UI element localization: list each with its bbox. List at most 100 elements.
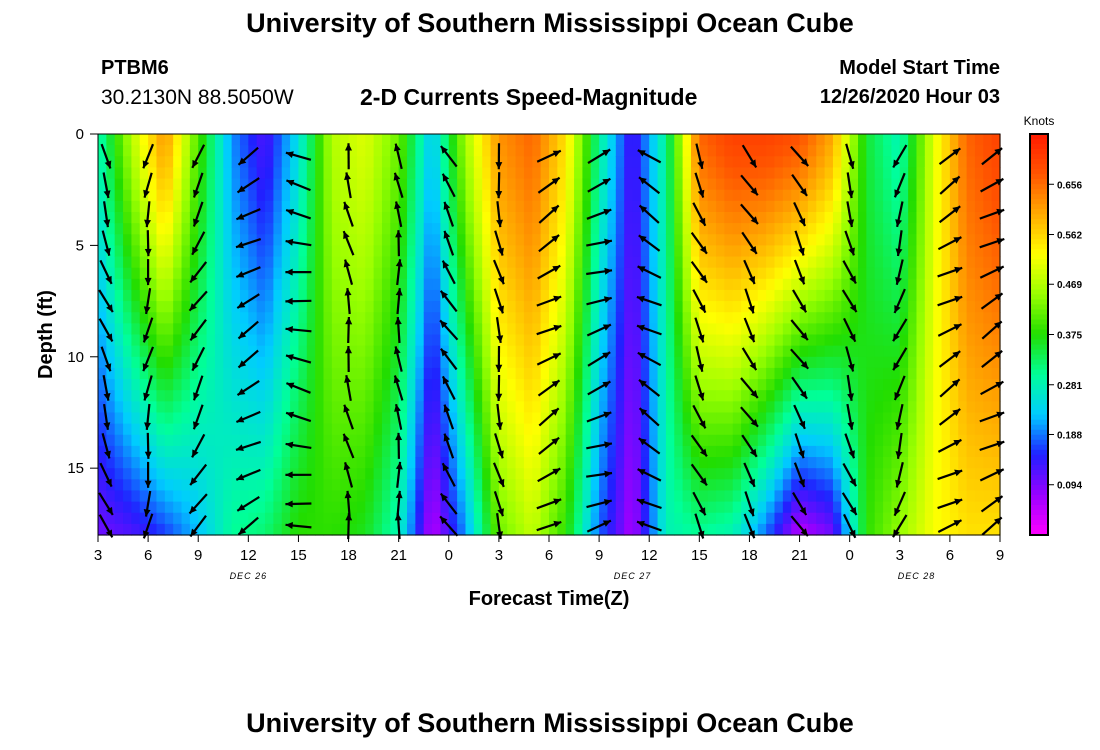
heatmap-cell (198, 479, 208, 492)
heatmap-cell (323, 256, 333, 269)
heatmap-cell (540, 490, 550, 503)
heatmap-cell (766, 278, 776, 291)
heatmap-cell (223, 167, 233, 180)
heatmap-cell (841, 434, 851, 447)
arrow-head (800, 188, 807, 196)
heatmap-cell (365, 401, 375, 414)
arrow-head (285, 471, 293, 479)
heatmap-cell (265, 134, 274, 146)
heatmap-cell (574, 156, 584, 169)
heatmap-cell (214, 468, 224, 480)
arrow-head (747, 305, 755, 314)
heatmap-cell (214, 245, 224, 258)
arrow-head (636, 295, 645, 303)
heatmap-cell (549, 189, 558, 202)
heatmap-cell (523, 479, 533, 492)
heatmap-cell (908, 189, 918, 202)
heatmap-cell (290, 379, 300, 391)
current-arrow (937, 519, 962, 533)
heatmap-cell (239, 234, 249, 246)
heatmap-cell (774, 423, 784, 436)
colorbar-swatch (1030, 479, 1048, 486)
heatmap-cell (782, 523, 792, 536)
arrow-head (497, 508, 504, 517)
heatmap-cell (891, 256, 901, 269)
heatmap-cell (640, 523, 650, 536)
heatmap-cell (331, 390, 341, 402)
heatmap-cell (206, 445, 216, 458)
heatmap-cell (983, 345, 993, 358)
heatmap-cell (498, 200, 508, 213)
heatmap-cell (432, 200, 442, 213)
heatmap-cell (415, 412, 425, 425)
heatmap-cell (156, 178, 166, 191)
heatmap-cell (148, 211, 158, 224)
heatmap-cell (290, 412, 300, 425)
heatmap-cell (632, 156, 642, 169)
heatmap-cell (949, 356, 959, 369)
heatmap-cell (423, 390, 433, 402)
heatmap-cell (223, 156, 233, 169)
heatmap-cell (699, 200, 709, 213)
heatmap-cell (824, 234, 834, 246)
heatmap-cell (841, 334, 851, 347)
colorbar-swatch (1030, 169, 1048, 175)
heatmap-cell (515, 457, 525, 469)
heatmap-cell (214, 367, 224, 380)
heatmap-cell (741, 390, 751, 402)
heatmap-cell (549, 401, 558, 414)
heatmap-cell (640, 423, 650, 436)
arrow-head (189, 303, 197, 311)
heatmap-cell (665, 457, 675, 469)
heatmap-cell (515, 178, 525, 191)
heatmap-cell (306, 189, 316, 202)
heatmap-cell (674, 501, 684, 514)
heatmap-cell (273, 457, 283, 469)
heatmap-cell (465, 178, 475, 191)
heatmap-cell (273, 211, 283, 224)
heatmap-cell (223, 379, 233, 391)
heatmap-cell (231, 367, 241, 380)
heatmap-cell (632, 189, 642, 202)
heatmap-cell (298, 189, 308, 202)
heatmap-cell (473, 145, 483, 157)
heatmap-cell (98, 278, 107, 291)
heatmap-cell (231, 501, 241, 514)
heatmap-cell (440, 234, 450, 246)
arrow-head (637, 352, 646, 360)
heatmap-cell (440, 301, 450, 313)
heatmap-cell (98, 457, 107, 469)
heatmap-cell (774, 512, 784, 525)
heatmap-cell (632, 267, 642, 280)
heatmap-cell (365, 323, 375, 336)
heatmap-cell (465, 457, 475, 469)
heatmap-cell (791, 323, 801, 336)
arrow-head (440, 320, 448, 329)
heatmap-cell (315, 312, 325, 324)
heatmap-cell (682, 211, 692, 224)
heatmap-cell (899, 379, 909, 391)
heatmap-cell (690, 523, 700, 536)
heatmap-cell (615, 479, 625, 492)
heatmap-cell (482, 323, 492, 336)
heatmap-cell (415, 423, 425, 436)
heatmap-cell (958, 490, 968, 503)
heatmap-cell (507, 145, 517, 157)
heatmap-cell (365, 390, 375, 402)
heatmap-cell (766, 211, 776, 224)
heatmap-cell (323, 512, 333, 525)
heatmap-cell (899, 323, 909, 336)
arrow-head (849, 304, 857, 313)
heatmap-cell (490, 245, 500, 258)
heatmap-cell (98, 234, 107, 246)
current-arrow (144, 259, 152, 286)
heatmap-cell (941, 334, 951, 347)
heatmap-cell (565, 156, 575, 169)
heatmap-cell (707, 156, 717, 169)
heatmap-cell (958, 334, 968, 347)
heatmap-cell (557, 323, 567, 336)
heatmap-cell (958, 479, 968, 492)
heatmap-cell (231, 178, 241, 191)
colorbar-swatch (1030, 354, 1048, 361)
arrow-head (847, 393, 854, 401)
